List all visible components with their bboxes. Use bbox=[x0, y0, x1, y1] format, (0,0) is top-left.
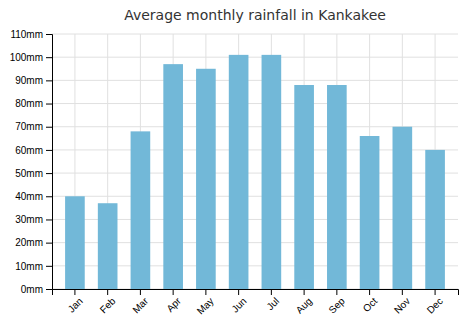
y-tick-mark bbox=[46, 104, 52, 105]
y-tick-label: 50mm bbox=[15, 168, 43, 179]
y-tick: 60mm bbox=[15, 145, 52, 156]
y-tick: 90mm bbox=[15, 75, 52, 86]
x-tick-label: Jul bbox=[264, 295, 281, 312]
x-tick: Feb bbox=[98, 289, 118, 315]
x-tick-label: Oct bbox=[361, 295, 380, 314]
x-tick: Aug bbox=[294, 289, 314, 316]
x-tick-label: Nov bbox=[392, 295, 412, 315]
y-tick-mark bbox=[46, 219, 52, 220]
y-tick-label: 0mm bbox=[21, 284, 43, 295]
x-axis: Jan Feb Mar Apr May Jun Jul Aug Sep Oct Nov Dec bbox=[53, 289, 459, 317]
x-tick-mark bbox=[238, 289, 239, 295]
x-axis-line bbox=[53, 290, 459, 296]
y-tick-label: 110mm bbox=[10, 29, 43, 40]
bar bbox=[65, 196, 85, 289]
y-tick: 30mm bbox=[15, 214, 52, 225]
x-tick: Sep bbox=[326, 289, 347, 316]
y-tick-mark bbox=[46, 173, 52, 174]
x-tick-label: Jun bbox=[229, 295, 248, 314]
chart: 0mm 10mm 20mm 30mm 40mm 50mm 60mm 70mm 80mm 90mm 1… bbox=[0, 0, 474, 331]
x-tick-mark bbox=[107, 289, 108, 295]
y-tick-mark bbox=[46, 196, 52, 197]
bar bbox=[229, 55, 249, 289]
x-tick-mark bbox=[369, 289, 370, 295]
grid-line-y bbox=[52, 103, 458, 104]
x-tick-label: Aug bbox=[294, 295, 314, 315]
x-tick-mark bbox=[435, 289, 436, 295]
x-tick-mark bbox=[173, 289, 174, 295]
y-tick: 40mm bbox=[15, 191, 52, 202]
y-tick: 10mm bbox=[15, 261, 52, 272]
y-tick-label: 10mm bbox=[15, 261, 43, 272]
y-tick-label: 90mm bbox=[15, 75, 43, 86]
y-tick-mark bbox=[46, 34, 52, 35]
x-tick: Dec bbox=[425, 289, 445, 316]
x-tick-mark bbox=[271, 289, 272, 295]
bar bbox=[196, 69, 216, 289]
bar bbox=[425, 150, 445, 289]
x-tick: Mar bbox=[130, 289, 150, 315]
y-tick: 110mm bbox=[10, 29, 52, 40]
x-tick-label: Mar bbox=[130, 295, 150, 315]
y-tick-label: 80mm bbox=[15, 98, 43, 109]
x-tick-label: Sep bbox=[326, 295, 347, 316]
bar bbox=[360, 136, 380, 289]
x-tick-mark bbox=[205, 289, 206, 295]
bar bbox=[163, 64, 183, 289]
y-axis: 0mm 10mm 20mm 30mm 40mm 50mm 60mm 70mm 80mm 90mm 1… bbox=[10, 29, 53, 295]
x-tick-label: May bbox=[195, 295, 216, 316]
grid-line-y bbox=[52, 80, 458, 81]
bar bbox=[393, 127, 413, 289]
x-tick: Jan bbox=[66, 289, 85, 315]
x-tick-mark bbox=[304, 289, 305, 295]
x-tick-label: Apr bbox=[164, 295, 183, 314]
y-tick-label: 30mm bbox=[15, 214, 43, 225]
x-tick-mark bbox=[140, 289, 141, 295]
y-tick-mark bbox=[46, 289, 52, 290]
x-tick-label: Dec bbox=[425, 295, 445, 315]
x-tick: Jun bbox=[229, 289, 248, 315]
y-tick-label: 100mm bbox=[10, 52, 43, 63]
grid-line-y bbox=[52, 34, 458, 35]
bars bbox=[65, 55, 445, 289]
y-tick-label: 60mm bbox=[15, 145, 43, 156]
y-tick-mark bbox=[46, 150, 52, 151]
x-tick-mark bbox=[402, 289, 403, 295]
y-tick-mark bbox=[46, 266, 52, 267]
plot: 0mm 10mm 20mm 30mm 40mm 50mm 60mm 70mm 80mm 90mm 1… bbox=[10, 29, 459, 317]
y-tick-label: 70mm bbox=[15, 121, 43, 132]
y-tick: 70mm bbox=[15, 121, 52, 132]
x-tick: Jul bbox=[264, 289, 281, 312]
y-tick-mark bbox=[46, 243, 52, 244]
y-tick-label: 20mm bbox=[15, 237, 43, 248]
y-tick: 50mm bbox=[15, 168, 52, 179]
bar bbox=[327, 85, 347, 289]
y-tick-label: 40mm bbox=[15, 191, 43, 202]
x-tick-label: Feb bbox=[98, 295, 118, 315]
bar bbox=[98, 203, 118, 289]
bar bbox=[131, 131, 151, 289]
y-tick: 100mm bbox=[10, 52, 52, 63]
y-axis-line bbox=[46, 35, 53, 290]
x-tick: Oct bbox=[361, 289, 380, 314]
grid-line-y bbox=[52, 57, 458, 58]
x-tick: Apr bbox=[164, 289, 183, 314]
x-tick-mark bbox=[336, 289, 337, 295]
x-tick-mark bbox=[74, 289, 75, 295]
y-tick: 0mm bbox=[21, 284, 52, 295]
title: Average monthly rainfall in Kankakee bbox=[124, 7, 386, 23]
bar bbox=[262, 55, 282, 289]
x-tick: May bbox=[195, 289, 216, 317]
grid bbox=[52, 34, 458, 289]
x-tick: Nov bbox=[392, 289, 412, 316]
bar bbox=[294, 85, 314, 289]
y-tick: 20mm bbox=[15, 237, 52, 248]
y-tick-mark bbox=[46, 57, 52, 58]
y-tick-mark bbox=[46, 80, 52, 81]
y-tick-mark bbox=[46, 127, 52, 128]
y-tick: 80mm bbox=[15, 98, 52, 109]
x-tick-label: Jan bbox=[66, 295, 85, 314]
